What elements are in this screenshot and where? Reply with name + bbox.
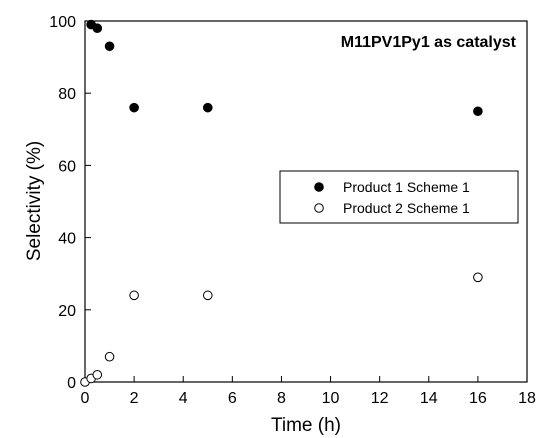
x-tick-label: 6 [228,390,237,407]
data-point-series-1 [104,41,115,52]
y-axis-title: Selectivity (%) [24,141,45,261]
x-tick-label: 8 [277,390,286,407]
x-tick-label: 4 [179,390,188,407]
data-point-series-2 [129,290,139,301]
y-tick-label: 80 [58,86,76,103]
y-tick-label: 0 [67,375,76,392]
x-tick-label: 10 [322,390,340,407]
y-tick-label: 20 [58,303,76,320]
plot-frame [84,20,528,383]
data-point-series-2 [473,272,483,283]
y-tick-label: 100 [49,14,76,31]
legend-marker-product-1 [314,182,324,192]
y-tick-label: 60 [58,158,76,175]
data-point-series-1 [92,23,103,34]
data-point-series-2 [202,290,213,301]
x-axis-title: Time (h) [271,415,341,436]
x-tick-label: 14 [420,390,438,407]
data-point-series-1 [202,102,213,113]
data-point-series-2 [104,351,115,362]
x-tick-label: 16 [469,390,487,407]
legend-label-product-1: Product 1 Scheme 1 [343,179,470,195]
legend-marker-product-2 [314,203,324,213]
x-axis-ticks: 0 2 4 6 8 10 12 14 16 18 [81,376,536,407]
y-axis-ticks: 0 20 40 60 80 100 [49,14,91,392]
x-tick-label: 12 [371,390,389,407]
legend-box [279,170,519,224]
data-point-series-2 [92,369,103,380]
catalyst-annotation: M11PV1Py1 as catalyst [341,34,517,51]
x-tick-label: 0 [81,390,90,407]
data-point-series-1 [129,102,139,113]
data-points [80,19,483,387]
y-tick-label: 40 [58,231,76,248]
x-tick-label: 18 [518,390,536,407]
legend: Product 1 Scheme 1 Product 2 Scheme 1 [279,170,519,224]
x-tick-label: 2 [130,390,139,407]
legend-label-product-2: Product 2 Scheme 1 [343,200,470,216]
data-point-series-1 [473,106,483,117]
